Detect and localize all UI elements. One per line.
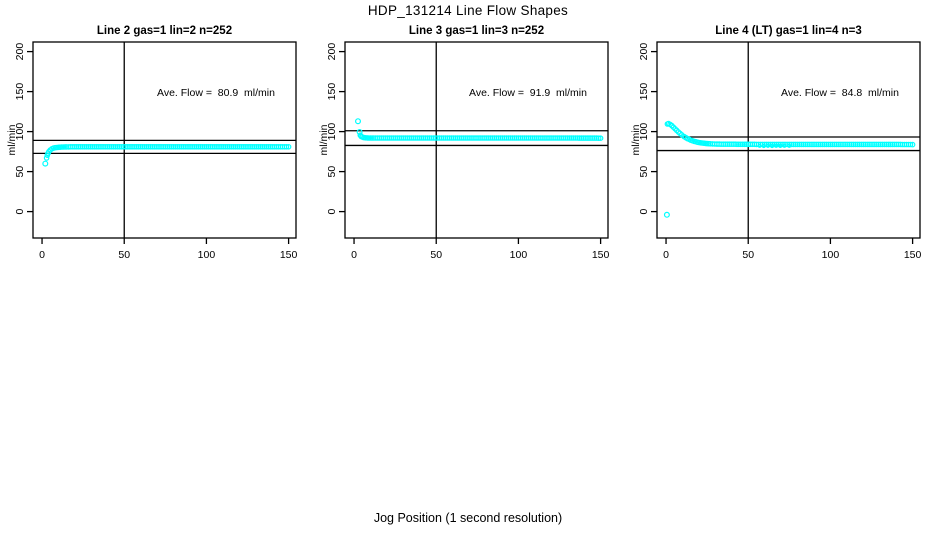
svg-text:50: 50 bbox=[638, 166, 650, 178]
x-axis: 0 50 100 150 bbox=[351, 238, 610, 261]
data-series bbox=[354, 118, 604, 142]
main-title: HDP_131214 Line Flow Shapes bbox=[367, 3, 569, 18]
y-axis: 0 50 100 150 200 ml/min bbox=[318, 43, 345, 215]
svg-text:0: 0 bbox=[663, 249, 669, 261]
svg-text:200: 200 bbox=[14, 43, 26, 61]
plot-box bbox=[344, 41, 609, 239]
svg-text:150: 150 bbox=[14, 83, 26, 101]
svg-text:0: 0 bbox=[638, 209, 650, 215]
panel-line-4: Line 4 (LT) gas=1 lin=4 n=3 0 50 100 150 200 m… bbox=[624, 0, 936, 270]
panel-line-2: Line 2 gas=1 lin=2 n=252 0 50 100 150 200 ml/m… bbox=[0, 0, 312, 270]
svg-text:100: 100 bbox=[326, 123, 338, 141]
svg-text:50: 50 bbox=[326, 166, 338, 178]
data-series bbox=[42, 144, 292, 167]
y-axis-title: ml/min bbox=[630, 124, 642, 155]
svg-text:0: 0 bbox=[351, 249, 357, 261]
svg-text:50: 50 bbox=[118, 249, 130, 261]
svg-text:100: 100 bbox=[14, 123, 26, 141]
panel-title: Line 2 gas=1 lin=2 n=252 bbox=[97, 25, 232, 37]
y-axis-title: ml/min bbox=[318, 124, 330, 155]
y-axis: 0 50 100 150 200 ml/min bbox=[6, 43, 33, 215]
panel-line-3: Line 3 gas=1 lin=3 n=252 0 50 100 150 200 ml/m… bbox=[312, 0, 624, 270]
ave-flow-label: Ave. Flow = 80.9 ml/min bbox=[157, 87, 275, 99]
plot-box bbox=[656, 41, 921, 239]
svg-text:200: 200 bbox=[326, 43, 338, 61]
reference-lines bbox=[33, 42, 296, 238]
ave-flow-label: Ave. Flow = 84.8 ml/min bbox=[781, 87, 899, 99]
svg-text:50: 50 bbox=[742, 249, 754, 261]
svg-text:200: 200 bbox=[638, 43, 650, 61]
y-axis: 0 50 100 150 200 ml/min bbox=[630, 43, 657, 215]
svg-text:0: 0 bbox=[39, 249, 45, 261]
svg-text:0: 0 bbox=[14, 209, 26, 215]
x-axis: 0 50 100 150 bbox=[663, 238, 922, 261]
svg-text:100: 100 bbox=[198, 249, 216, 261]
panels-row: Line 2 gas=1 lin=2 n=252 0 50 100 150 200 ml/m… bbox=[0, 0, 936, 270]
panel-title: Line 3 gas=1 lin=3 n=252 bbox=[409, 25, 544, 37]
svg-text:50: 50 bbox=[430, 249, 442, 261]
svg-text:0: 0 bbox=[326, 209, 338, 215]
svg-text:100: 100 bbox=[638, 123, 650, 141]
svg-text:150: 150 bbox=[592, 249, 610, 261]
y-axis-title: ml/min bbox=[6, 124, 18, 155]
x-axis-outer-label: Jog Position (1 second resolution) bbox=[373, 511, 563, 525]
svg-text:150: 150 bbox=[280, 249, 298, 261]
svg-text:150: 150 bbox=[638, 83, 650, 101]
reference-lines bbox=[657, 42, 920, 238]
ave-flow-label: Ave. Flow = 91.9 ml/min bbox=[469, 87, 587, 99]
data-series bbox=[663, 120, 916, 218]
svg-text:150: 150 bbox=[904, 249, 922, 261]
svg-text:100: 100 bbox=[822, 249, 840, 261]
x-axis: 0 50 100 150 bbox=[39, 238, 298, 261]
panel-title: Line 4 (LT) gas=1 lin=4 n=3 bbox=[715, 25, 861, 37]
svg-text:100: 100 bbox=[510, 249, 528, 261]
svg-text:150: 150 bbox=[326, 83, 338, 101]
svg-text:50: 50 bbox=[14, 166, 26, 178]
plot-box bbox=[32, 41, 297, 239]
